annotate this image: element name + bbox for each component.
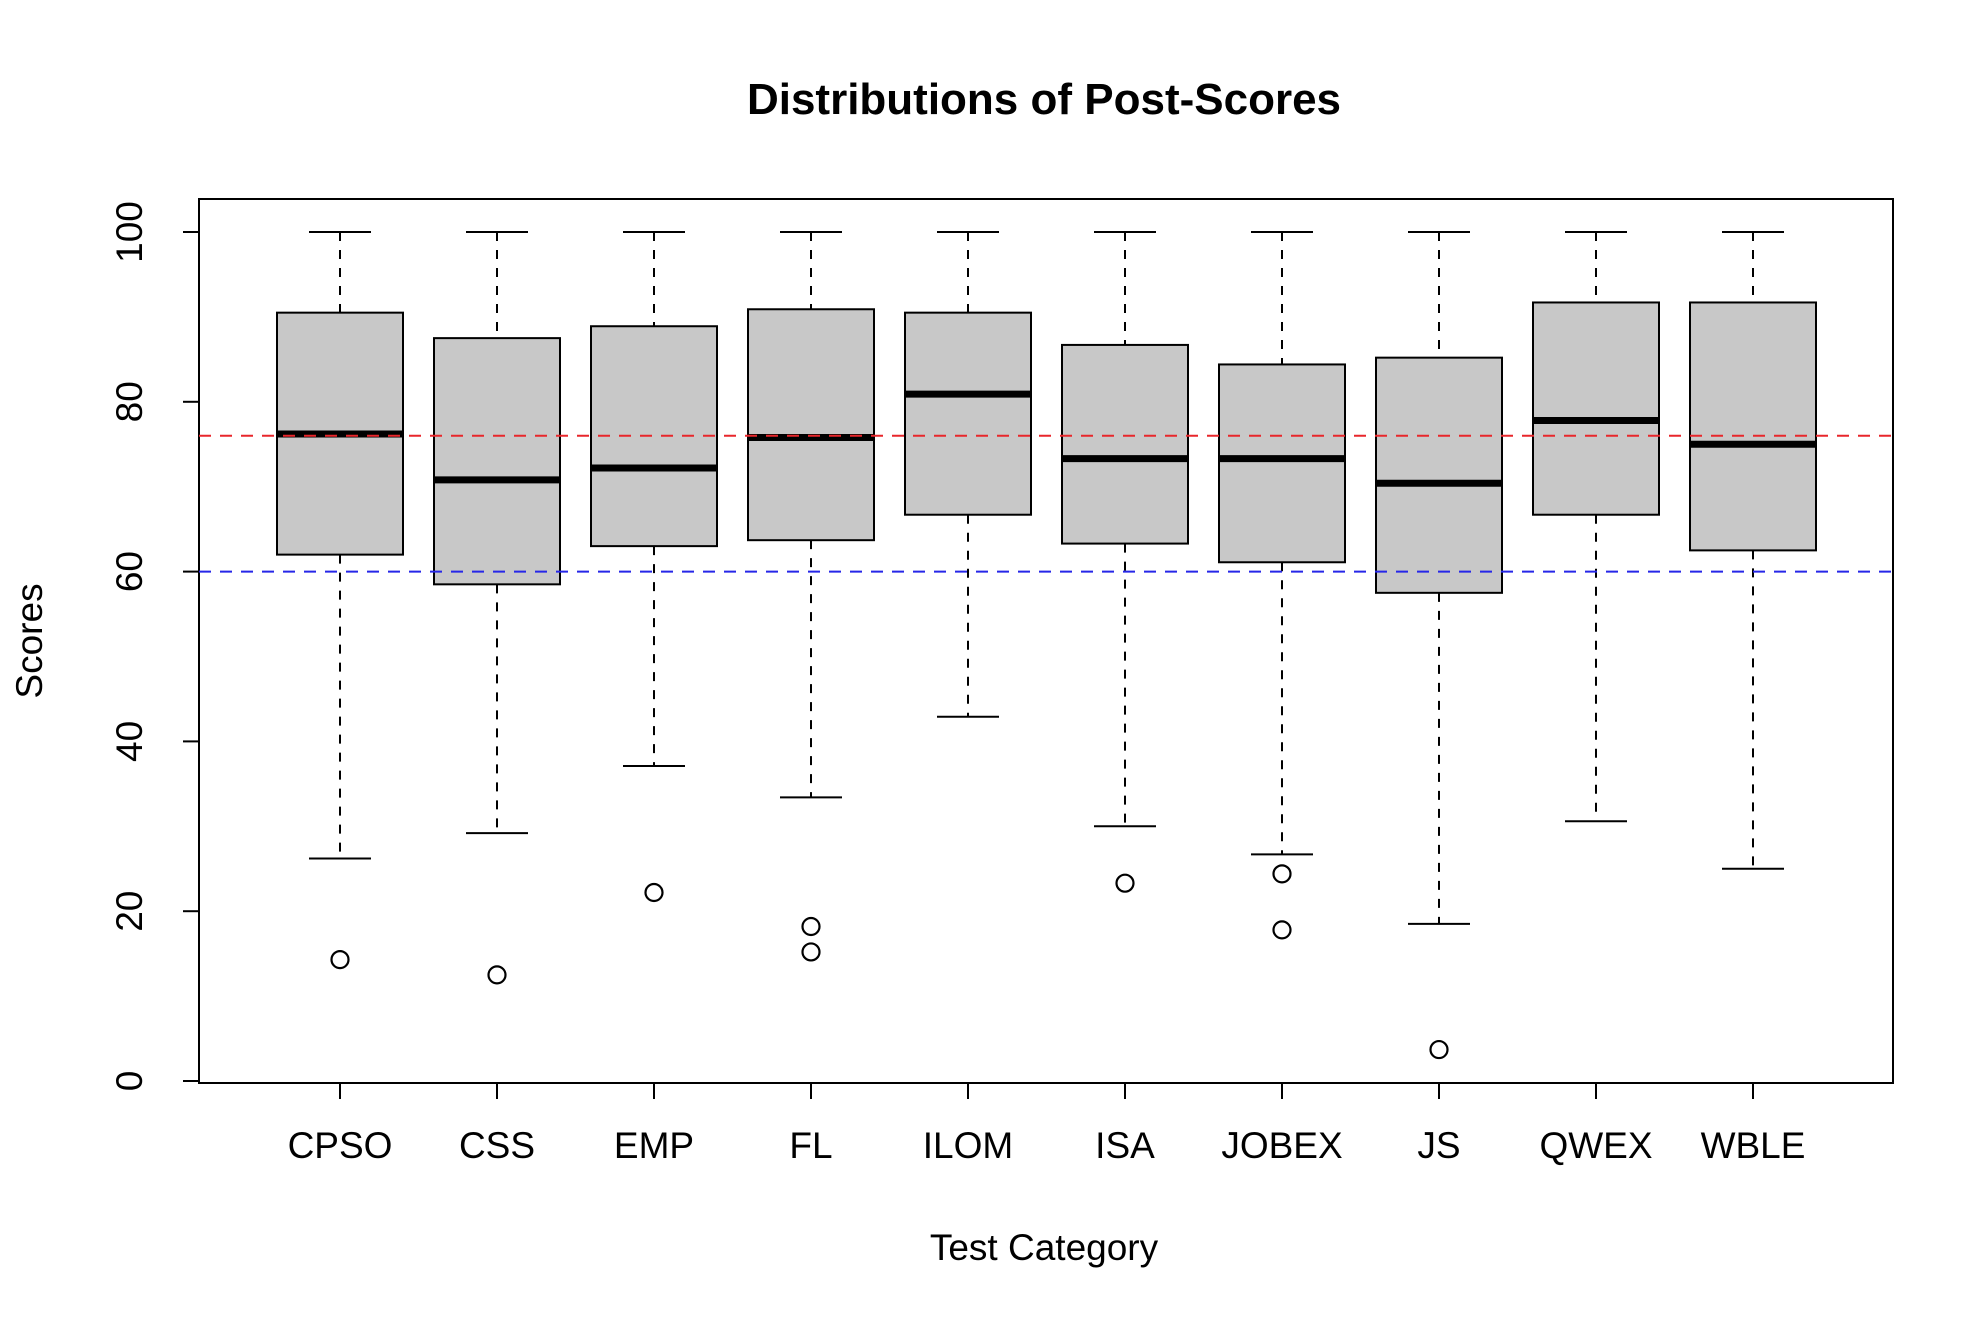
x-tick-label: WBLE [1701, 1125, 1806, 1166]
y-axis: 0 20 40 60 80 100 [109, 201, 200, 1092]
outlier-point [801, 942, 821, 962]
outlier-point [1272, 920, 1292, 940]
iqr-box [1375, 356, 1503, 594]
iqr-box [590, 325, 718, 548]
box-js [1375, 231, 1503, 1060]
y-tick-label: 80 [109, 381, 150, 422]
outlier-point [801, 916, 821, 937]
iqr-box [1689, 301, 1817, 552]
y-tick-label: 0 [109, 1071, 150, 1092]
iqr-box [1532, 301, 1660, 516]
y-tick-label: 40 [109, 721, 150, 762]
box-emp [590, 231, 718, 903]
box-cpso [276, 231, 404, 970]
box-ilom [904, 231, 1032, 718]
boxes [276, 231, 1817, 1060]
iqr-box [433, 337, 561, 586]
x-tick-label: ISA [1095, 1125, 1155, 1166]
outlier-point [1272, 864, 1292, 884]
y-tick-label: 20 [109, 891, 150, 932]
iqr-box [1061, 343, 1189, 545]
x-tick-label: CSS [459, 1125, 535, 1166]
x-tick-label: EMP [614, 1125, 694, 1166]
x-tick-label: ILOM [923, 1125, 1013, 1166]
chart-title: Distributions of Post-Scores [747, 75, 1341, 124]
x-axis-title: Test Category [930, 1227, 1159, 1268]
x-axis: CPSO CSS EMP FL ILOM ISA JOBEX JS QWEX WBLE [288, 1082, 1806, 1166]
outlier-point [644, 882, 664, 903]
box-fl [747, 231, 875, 962]
outlier-point [1115, 873, 1135, 893]
x-tick-label: JOBEX [1221, 1125, 1342, 1166]
y-tick-label: 60 [109, 551, 150, 592]
box-wble [1689, 231, 1817, 870]
x-tick-label: JS [1417, 1125, 1460, 1166]
box-jobex [1218, 231, 1346, 940]
box-isa [1061, 231, 1189, 893]
iqr-box [1218, 363, 1346, 564]
reference-lines [199, 434, 1893, 573]
y-tick-label: 100 [109, 201, 150, 263]
box-qwex [1532, 231, 1660, 823]
y-axis-title: Scores [9, 583, 50, 698]
x-tick-label: FL [789, 1125, 832, 1166]
x-tick-label: QWEX [1539, 1125, 1652, 1166]
iqr-box [904, 311, 1032, 516]
box-css [433, 231, 561, 985]
outlier-point [330, 949, 350, 970]
outlier-point [487, 965, 507, 985]
x-tick-label: CPSO [288, 1125, 393, 1166]
outlier-point [1429, 1039, 1449, 1060]
iqr-box [747, 308, 875, 542]
